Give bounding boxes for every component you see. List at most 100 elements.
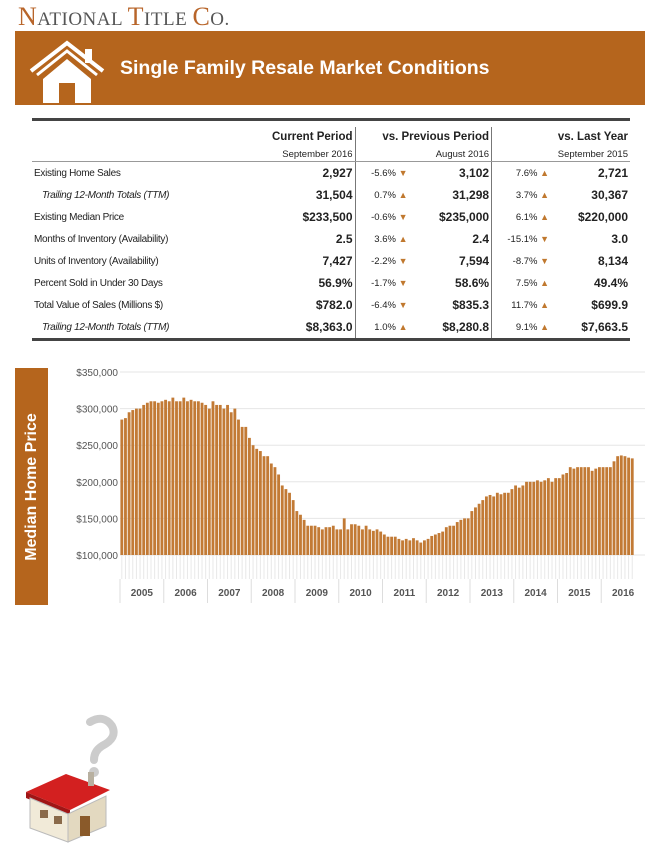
bar: [262, 456, 266, 555]
bar: [320, 529, 324, 555]
bar: [288, 492, 291, 555]
ly-value: $699.9: [591, 298, 628, 312]
bar: [175, 401, 178, 555]
bar: [390, 536, 394, 555]
bar: [178, 401, 182, 555]
title-banner: Single Family Resale Market Conditions: [15, 31, 645, 105]
bar: [193, 401, 197, 555]
prev-change: -6.4% ▼: [354, 294, 411, 316]
bar: [186, 401, 189, 555]
bar: [317, 527, 321, 555]
x-tick-label: 2008: [262, 588, 285, 599]
bar: [419, 542, 423, 555]
bar: [488, 494, 492, 555]
arrow-up-icon: ▲: [540, 189, 550, 200]
bar: [215, 404, 219, 555]
arrow-up-icon: ▲: [540, 299, 550, 310]
bar: [455, 522, 459, 555]
bar: [627, 457, 631, 555]
bar: [514, 485, 517, 555]
logo-letter: T: [127, 2, 145, 31]
bar: [142, 404, 146, 555]
table-row: Trailing 12-Month Totals (TTM) 31,504 0.7%…: [32, 184, 630, 206]
prev-change: -1.7% ▼: [354, 272, 411, 294]
prev-value: 31,298: [452, 188, 490, 202]
ly-change: 7.5% ▲: [491, 272, 553, 294]
ly-change: 3.7% ▲: [491, 184, 553, 206]
bar: [477, 503, 481, 555]
bar: [306, 525, 310, 555]
table-row: Percent Sold in Under 30 Days 56.9% -1.7% …: [32, 272, 630, 294]
bar: [229, 412, 233, 555]
bar: [452, 525, 456, 555]
current-value: 56.9%: [318, 276, 353, 290]
arrow-down-icon: ▼: [398, 211, 408, 222]
bar: [612, 461, 616, 555]
current-value: 7,427: [322, 254, 353, 268]
prev-change: 3.6% ▲: [354, 228, 411, 250]
prev-change-pct: 3.6%: [374, 233, 396, 245]
prev-change-pct: 1.0%: [374, 321, 396, 333]
bar: [211, 401, 215, 555]
ly-value: 49.4%: [593, 276, 628, 290]
prev-value: $8,280.8: [410, 316, 492, 341]
bar: [517, 487, 521, 555]
prev-value: 58.6%: [455, 276, 490, 290]
table-row: Total Value of Sales (Millions $) $782.0-…: [32, 294, 630, 316]
bar: [616, 456, 620, 555]
ly-change: -8.7% ▼: [491, 250, 553, 272]
ly-change: 11.7% ▲: [491, 294, 553, 316]
bar: [167, 401, 171, 555]
bar: [207, 408, 211, 555]
arrow-up-icon: ▲: [398, 233, 408, 244]
logo-text: ATIONAL: [37, 9, 123, 30]
bar: [200, 402, 204, 555]
bar: [630, 458, 634, 555]
ly-change-pct: -15.1%: [507, 233, 538, 245]
current-value: $8,363.0: [232, 316, 356, 341]
prev-value: $235,000: [439, 210, 490, 224]
bar: [295, 511, 299, 555]
bar: [302, 519, 306, 555]
bar: [138, 408, 142, 555]
bar: [470, 511, 474, 555]
ly-change: 7.6% ▲: [491, 161, 553, 184]
bar: [182, 397, 186, 555]
ly-value: 30,367: [591, 188, 628, 202]
bar: [444, 527, 448, 555]
bar: [309, 525, 313, 555]
bar: [565, 473, 569, 555]
bar: [164, 399, 167, 555]
bar: [266, 456, 270, 555]
x-tick-label: 2015: [568, 588, 591, 599]
prev-change: -5.6% ▼: [354, 161, 411, 184]
bar: [532, 481, 536, 555]
prev-change-pct: -2.2%: [371, 255, 396, 267]
ly-change: 9.1% ▲: [491, 316, 553, 341]
bar: [204, 404, 208, 555]
bar: [572, 468, 576, 555]
ly-change-pct: 6.1%: [515, 211, 538, 223]
bar: [510, 489, 514, 555]
bar: [415, 540, 419, 555]
y-tick-label: $350,000: [76, 368, 118, 379]
bar: [324, 527, 328, 555]
prev-change-pct: -1.7%: [371, 277, 396, 289]
bar: [240, 426, 244, 555]
row-label: Existing Home Sales: [34, 167, 121, 179]
bar: [536, 480, 539, 555]
row-label: Total Value of Sales (Millions $): [34, 299, 163, 311]
house-question-illustration: [26, 714, 118, 843]
arrow-up-icon: ▲: [398, 189, 408, 200]
bar: [404, 538, 408, 555]
bar: [124, 418, 127, 555]
house-icon: [29, 40, 105, 103]
bar: [233, 408, 237, 555]
page-title: Single Family Resale Market Conditions: [120, 57, 490, 79]
bar: [368, 529, 372, 555]
x-tick-label: 2012: [437, 588, 460, 599]
table-row: Existing Home Sales 2,927 -5.6% ▼ 3,102 7.6%…: [32, 161, 630, 184]
bar: [481, 500, 485, 555]
bar: [601, 467, 605, 555]
bar: [284, 489, 288, 555]
